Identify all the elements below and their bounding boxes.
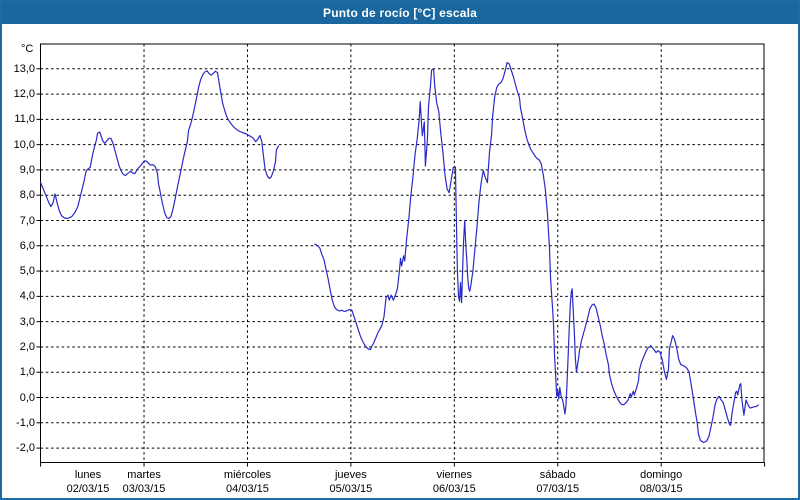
y-tick-label: 6,0 [19,239,35,252]
dew-point-line [314,61,760,444]
window-title-bar: Punto de rocío [°C] escala [2,2,798,24]
x-date-label: 04/03/15 [226,482,269,495]
x-date-label: 07/03/15 [536,482,580,495]
x-date-label: 03/03/15 [122,482,166,495]
dew-point-line [39,70,280,220]
x-day-label: viernes [436,468,473,481]
x-day-label: martes [127,468,161,481]
y-tick-label: 9,0 [19,163,35,176]
y-tick-label: 3,0 [19,315,35,328]
y-tick-label: 8,0 [19,189,35,202]
y-tick-label: 11,0 [14,113,35,126]
y-tick-label: 2,0 [19,340,35,353]
y-tick-label: 7,0 [19,214,35,227]
window-title: Punto de rocío [°C] escala [322,6,478,20]
y-axis-unit-label: °C [21,43,34,55]
y-tick-label: 4,0 [19,290,35,303]
x-day-label: sábado [539,468,576,481]
x-date-label: 08/03/15 [639,482,683,495]
plot-border [40,43,765,463]
y-tick-label: 5,0 [19,265,35,278]
x-day-label: jueves [334,468,367,481]
y-tick-label: 13,0 [13,62,35,75]
x-day-label: miércoles [223,468,271,481]
y-tick-label: 12,0 [13,88,35,101]
y-tick-label: 10,0 [13,138,35,151]
x-date-label: 06/03/15 [432,482,476,495]
x-date-label: 05/03/15 [329,482,373,495]
y-tick-label: -1,0 [16,416,35,429]
x-day-label: lunes [74,468,102,481]
x-day-label: domingo [640,468,683,481]
y-tick-label: 0,0 [19,391,35,404]
x-date-label: 02/03/15 [66,482,110,495]
y-tick-label: 1,0 [19,366,35,379]
y-tick-label: -2,0 [16,442,35,455]
